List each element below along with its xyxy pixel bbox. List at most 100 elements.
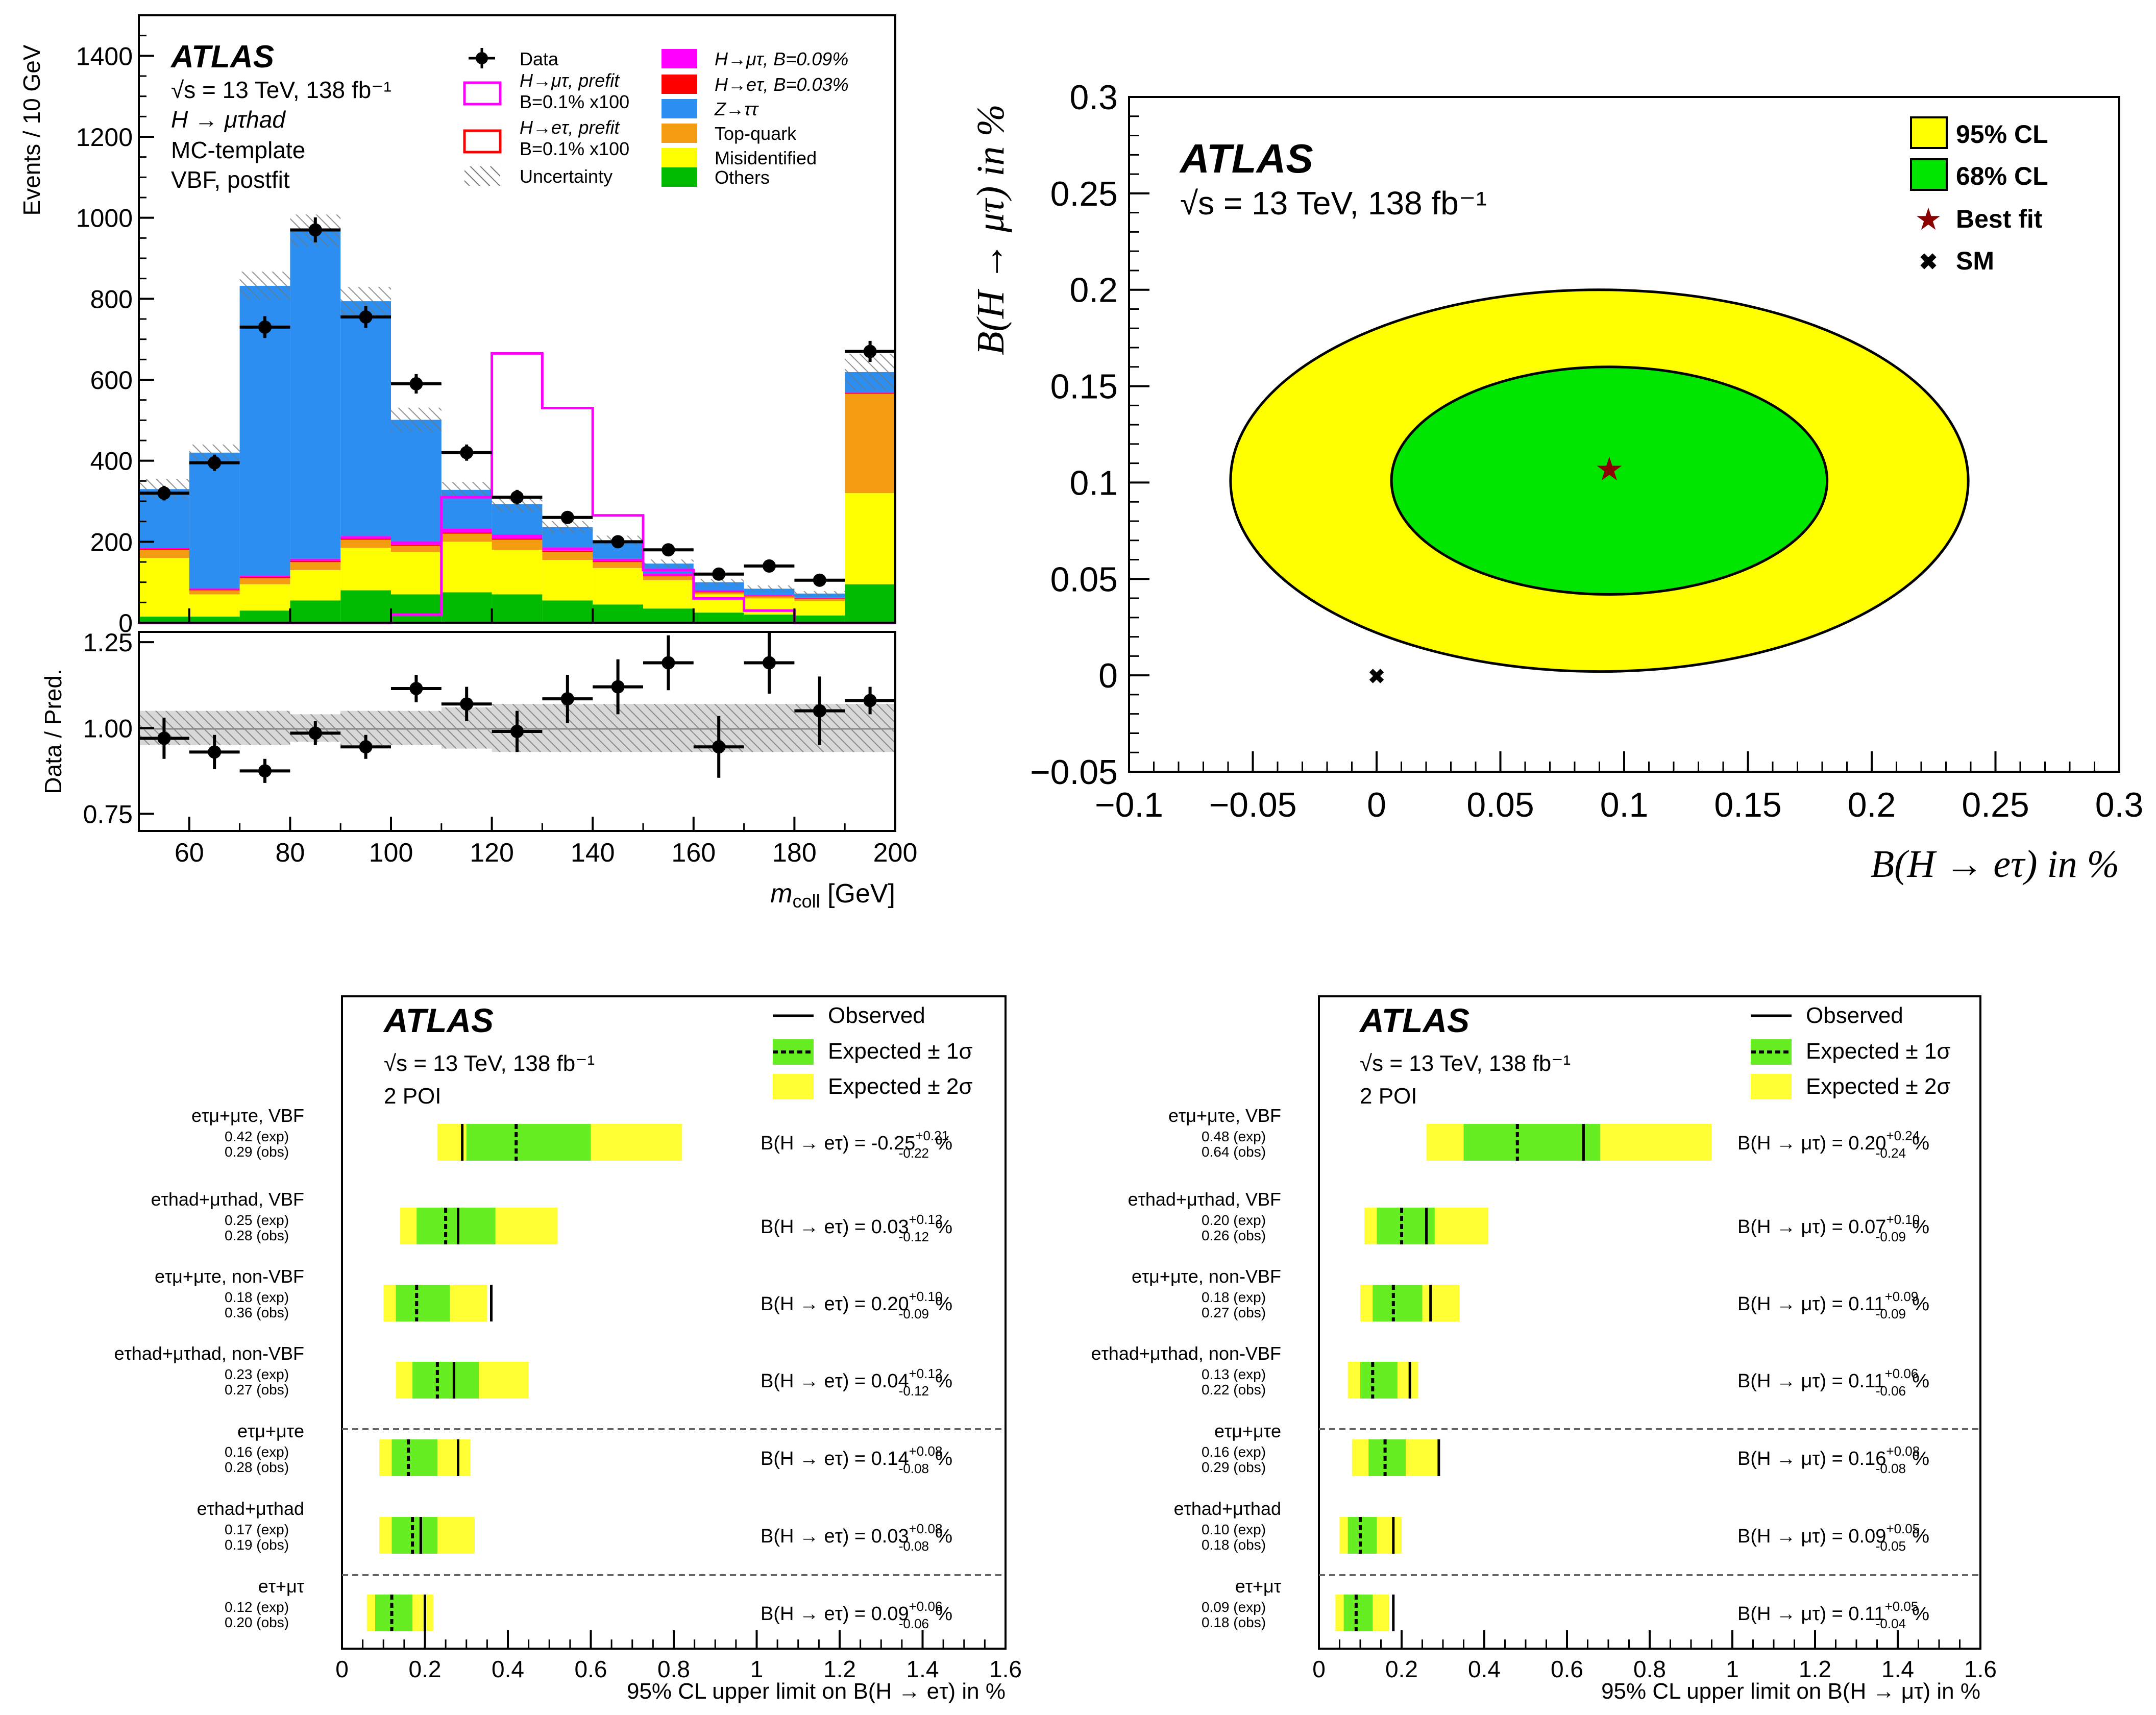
contour-x-tick-label-2: 0: [1367, 786, 1386, 824]
mutau-row-fit-down-3: -0.06: [1876, 1383, 1906, 1399]
mutau-row-fit-unit-3: %: [1912, 1370, 1929, 1392]
ratio-x-tick-label-120: 120: [470, 838, 514, 868]
bar-h_etau-13: [794, 598, 845, 599]
ratio-band-hatch-2: [239, 710, 290, 745]
xlabel-main: m: [770, 879, 792, 909]
legend-topquark-swatch: [662, 124, 697, 143]
mutau-row-fit-4: B(H → μτ) = 0.16+0.08: [1737, 1443, 1920, 1469]
etau-row-fit-down-4: -0.08: [899, 1461, 929, 1476]
contour-panel: ★✖ −0.1 −0.05 0 0.05 0.1 0.15 0.2 0.25 0.3 −0.05…: [969, 78, 2143, 886]
etau-row-fit-unit-5: %: [935, 1526, 952, 1547]
mutau-row-exp-6: 0.09 (exp): [1202, 1599, 1266, 1615]
uncertainty-band-13: [794, 591, 845, 596]
legend-etau-prefit-scale: B=0.1% x100: [520, 138, 629, 159]
etau-row-fit-down-0: -0.22: [899, 1145, 929, 1161]
ratio-x-tick-label-60: 60: [175, 838, 204, 868]
ratio-point-12: [763, 656, 776, 670]
bar-top_quark-5: [391, 546, 442, 552]
uncertainty-band-11: [693, 579, 744, 586]
bar-h_mutau-14: [845, 392, 895, 394]
etau-band1-3: [412, 1362, 479, 1399]
etau-row-fit-value-5: B(H → eτ) = 0.03: [761, 1526, 909, 1547]
bar-h_mutau-4: [340, 536, 391, 538]
ratio-point-13: [813, 704, 826, 718]
bar-others-6: [441, 592, 492, 623]
mutau-band1-3: [1360, 1362, 1398, 1399]
sm-marker: ✖: [1368, 666, 1385, 688]
ratio-point-3: [308, 726, 322, 740]
data-point-4: [359, 310, 373, 324]
mutau-row-fit-0: B(H → μτ) = 0.20+0.24: [1737, 1128, 1920, 1154]
legend-68cl-label: 68% CL: [1956, 162, 2048, 190]
ratio-point-8: [560, 692, 574, 706]
mutau-row-fit-unit-6: %: [1912, 1603, 1929, 1625]
mutau-row-fit-value-0: B(H → μτ) = 0.20: [1737, 1133, 1886, 1154]
ratio-uncertainty-band: [139, 704, 895, 752]
legend-2sigma-label-e: Expected ± 2σ: [1806, 1074, 1951, 1099]
legend-data-label: Data: [520, 48, 559, 69]
mutau-x-tick-label-7: 1.4: [1881, 1656, 1914, 1682]
bar-h_mutau-2: [239, 575, 290, 577]
bar-h_etau-1: [189, 589, 240, 591]
data-point-13: [813, 573, 826, 587]
uncertainty-band-5: [391, 407, 442, 432]
mutau-band1-5: [1348, 1517, 1377, 1554]
bar-top_quark-11: [693, 592, 744, 595]
legend-others-label: Others: [715, 167, 770, 188]
bar-top_quark-7: [492, 540, 543, 550]
mutau-band1-6: [1343, 1595, 1373, 1631]
etau-row-exp-5: 0.17 (exp): [225, 1522, 289, 1537]
etau-row-label-1: eτhad+μτhad, VBF: [151, 1189, 304, 1210]
contour-y-tick-label-4: 0.15: [1050, 368, 1118, 406]
etau-band1-2: [396, 1285, 450, 1321]
mutau-row-fit-down-5: -0.05: [1876, 1538, 1906, 1554]
ratio-x-tick-label-160: 160: [671, 838, 716, 868]
legend-sm-label: SM: [1956, 247, 1994, 275]
mutau-row-obs-3: 0.22 (obs): [1202, 1382, 1266, 1398]
bar-others-9: [593, 604, 643, 623]
etau-row-label-0: eτμ+μτe, VBF: [191, 1105, 304, 1126]
bar-h_etau-7: [492, 538, 543, 540]
etau-x-tick-label-7: 1.4: [906, 1656, 939, 1682]
mutau-row-obs-1: 0.26 (obs): [1202, 1228, 1266, 1243]
etau-row-fit-up-3: +0.12: [909, 1366, 943, 1381]
data-point-7: [510, 491, 524, 504]
etau-x-tick-label-6: 1.2: [823, 1656, 856, 1682]
bar-h_mutau-5: [391, 541, 442, 545]
data-point-12: [763, 559, 776, 573]
etau-x-tick-label-8: 1.6: [989, 1656, 1022, 1682]
y-tick-label-1400: 1400: [76, 42, 133, 70]
etau-row-fit-3: B(H → eτ) = 0.04+0.12: [761, 1366, 942, 1392]
legend-data-dot: [476, 52, 488, 64]
ratio-point-14: [863, 694, 877, 707]
mutau-x-tick-label-2: 0.4: [1468, 1656, 1501, 1682]
mutau-row-obs-6: 0.18 (obs): [1202, 1614, 1266, 1630]
uncertainty-band-12: [744, 585, 795, 592]
limits-etau-x-axis-label: 95% CL upper limit on B(H → eτ) in %: [627, 1679, 1006, 1704]
bar-top_quark-2: [239, 578, 290, 584]
mutau-row-fit-value-2: B(H → μτ) = 0.11: [1737, 1293, 1885, 1315]
bar-misidentified-13: [794, 601, 845, 616]
contour-y-tick-label-6: 0.25: [1050, 175, 1118, 213]
etau-row-fit-up-4: +0.08: [909, 1443, 943, 1459]
legend-observed-label-d: Observed: [828, 1003, 925, 1028]
bar-misidentified-12: [744, 598, 795, 615]
etau-x-tick-label-3: 0.6: [575, 1656, 607, 1682]
etau-row-fit-up-0: +0.21: [915, 1128, 949, 1143]
legend-95cl-label: 95% CL: [1956, 120, 2048, 149]
atlas-label-e: ATLAS: [1359, 1001, 1469, 1039]
mutau-row-fit-unit-1: %: [1912, 1216, 1929, 1238]
histogram-legend: Data H→μτ, prefit B=0.1% x100 H→eτ, pref…: [463, 48, 849, 188]
legend-etau-prefit-label: H→eτ, prefit: [520, 117, 621, 138]
mutau-row-fit-value-6: B(H → μτ) = 0.11: [1737, 1603, 1885, 1625]
bar-top_quark-9: [593, 562, 643, 568]
contour-x-tick-label-3: 0.05: [1466, 786, 1534, 824]
legend-topquark-label: Top-quark: [715, 123, 797, 144]
legend-hetau-label: H→eτ, B=0.03%: [715, 74, 849, 95]
etau-row-obs-1: 0.28 (obs): [225, 1228, 289, 1243]
method-label-a: MC-template: [171, 137, 305, 163]
etau-row-obs-6: 0.20 (obs): [225, 1614, 289, 1630]
bar-h_mutau-13: [794, 597, 845, 599]
etau-band1-1: [416, 1208, 496, 1244]
mutau-row-label-1: eτhad+μτhad, VBF: [1128, 1189, 1281, 1210]
